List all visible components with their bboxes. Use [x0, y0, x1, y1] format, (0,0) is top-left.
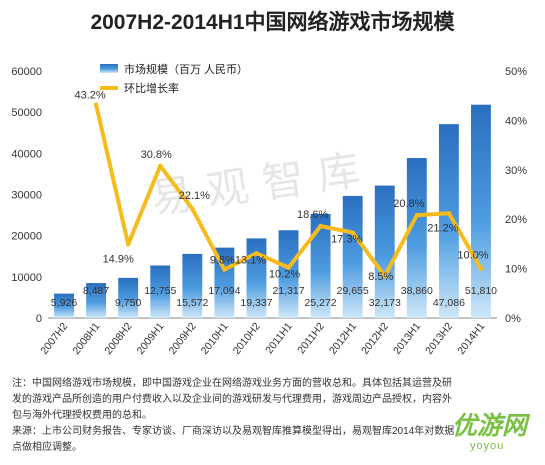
y-left-tick-label: 50000 — [11, 107, 42, 119]
bar — [310, 213, 331, 318]
bar-value-labels: 5,9268,4879,75012,75515,57217,09419,3372… — [51, 285, 497, 309]
line-value-label: 9.8% — [210, 255, 235, 267]
note-line: 点做相应调整。 — [12, 442, 82, 453]
bar-series — [54, 104, 491, 319]
x-tick-label: 2010H2 — [231, 320, 263, 356]
note-line: 包与海外代理授权费用的总和。 — [12, 410, 152, 421]
line-point — [318, 223, 323, 229]
x-tick-label: 2013H1 — [391, 320, 423, 356]
legend-line-label: 环比增长率 — [124, 81, 179, 95]
y-right-tick-label: 20% — [505, 214, 527, 226]
y-left-tick-label: 10000 — [11, 272, 42, 284]
x-tick-label: 2009H1 — [135, 320, 167, 356]
bar-value-label: 8,487 — [83, 285, 109, 297]
y-left-tick-label: 0 — [36, 313, 42, 325]
line-value-label: 43.2% — [75, 90, 106, 102]
line-point — [93, 102, 99, 107]
bar — [118, 277, 139, 318]
bar — [406, 158, 427, 318]
line-series — [93, 102, 484, 279]
line-value-label: 18.6% — [297, 209, 328, 221]
line-point — [286, 265, 291, 270]
line-point — [158, 163, 163, 169]
bar — [278, 230, 299, 318]
bar-value-label: 12,755 — [144, 285, 176, 297]
bar-value-label: 47,086 — [433, 297, 465, 309]
line-value-label: 10.2% — [269, 269, 300, 281]
note-line: 发的游戏产品所创造的用户付费收入以及企业间的游戏研发与代理费用，游戏周边产品授权… — [12, 394, 452, 405]
site-logo: 优游网 yoyou — [452, 404, 540, 460]
line-point — [222, 267, 227, 272]
x-tick-label: 2012H2 — [359, 320, 391, 356]
logo-text: 优游网 — [452, 412, 528, 440]
bar — [471, 104, 491, 318]
line-value-label: 17.3% — [331, 234, 362, 246]
line-point — [446, 211, 452, 216]
y-left-tick-label: 60000 — [11, 66, 42, 78]
y-left-tick-label: 30000 — [11, 190, 42, 202]
line-point — [350, 230, 355, 235]
bar — [86, 283, 107, 318]
footnotes: 注：中国网络游戏市场规模，即中国游戏企业在网络游戏业务方面的营收总和。具体包括其… — [12, 376, 482, 456]
line-point — [254, 251, 259, 256]
bar — [374, 185, 395, 318]
line-value-label: 30.8% — [141, 149, 172, 161]
x-tick-label: 2011H1 — [263, 320, 295, 356]
bar — [54, 293, 74, 318]
bar-value-label: 9,750 — [115, 297, 141, 309]
legend-bar-label: 市场规模（百万 人民币） — [124, 62, 248, 76]
x-tick-label: 2007H2 — [38, 320, 70, 356]
line-value-label: 10.0% — [457, 250, 488, 262]
bar-value-label: 17,094 — [208, 285, 240, 297]
x-tick-label: 2014H1 — [455, 320, 487, 356]
bar — [150, 265, 171, 318]
bar-value-label: 19,337 — [240, 297, 272, 309]
line-point — [382, 273, 387, 279]
line-value-label: 21.2% — [427, 222, 458, 234]
x-tick-label: 2009H2 — [167, 320, 199, 356]
bar-value-label: 5,926 — [51, 297, 77, 309]
line-point — [414, 213, 420, 218]
x-tick-label: 2012H1 — [327, 320, 359, 356]
line-value-label: 22.1% — [179, 190, 210, 202]
line-point — [125, 242, 131, 247]
x-tick-label: 2013H2 — [423, 320, 455, 356]
y-right-tick-label: 0% — [505, 313, 521, 325]
x-tick-label: 2008H2 — [102, 320, 134, 356]
chart-title: 2007H2-2014H1中国网络游戏市场规模 — [90, 11, 455, 34]
y-right-tick-label: 10% — [505, 264, 527, 276]
y-left-tick-label: 20000 — [11, 231, 42, 243]
y-right-tick-label: 30% — [505, 165, 527, 177]
bar-value-label: 51,810 — [465, 285, 497, 297]
line-point — [478, 266, 484, 271]
legend-bar-swatch — [100, 64, 118, 73]
line-value-label: 14.9% — [103, 253, 134, 265]
combo-chart: 0 10000 20000 30000 40000 50000 60000 0% 10% 20% 3… — [11, 62, 527, 357]
legend: 市场规模（百万 人民币） 环比增长率 — [100, 62, 248, 95]
bar — [246, 238, 267, 318]
x-tick-label: 2010H1 — [199, 320, 231, 356]
bar-value-label: 32,173 — [369, 297, 401, 309]
x-tick-label: 2008H1 — [70, 320, 102, 356]
bar-value-label: 21,317 — [272, 285, 304, 297]
line-value-label: 13.1% — [235, 254, 266, 266]
bar — [342, 195, 363, 318]
note-line: 注：中国网络游戏市场规模，即中国游戏企业在网络游戏业务方面的营收总和。具体包括其… — [12, 378, 452, 389]
bar — [182, 253, 203, 318]
bar-value-label: 15,572 — [176, 297, 208, 309]
line-point — [190, 206, 195, 212]
note-line: 来源：上市公司财务报告、专家访谈、厂商深访以及易观智库推算模型得出，易观智库20… — [12, 426, 455, 437]
bar-value-label: 25,272 — [305, 297, 337, 309]
line-value-label: 8.5% — [368, 271, 393, 283]
x-tick-label: 2011H2 — [295, 320, 327, 356]
line-value-labels: 43.2% 14.9% 30.8% 22.1% 9.8% 13.1%10.2% 18.6% 1… — [75, 90, 489, 283]
logo-subtext: yoyou — [470, 440, 505, 452]
y-right-tick-label: 40% — [505, 115, 527, 127]
bar-value-label: 38,860 — [401, 285, 433, 297]
y-right-tick-label: 50% — [505, 66, 527, 78]
line-value-label: 20.8% — [393, 198, 424, 210]
y-left-tick-label: 40000 — [11, 148, 42, 160]
bar-value-label: 29,655 — [337, 285, 369, 297]
bar — [438, 124, 459, 319]
